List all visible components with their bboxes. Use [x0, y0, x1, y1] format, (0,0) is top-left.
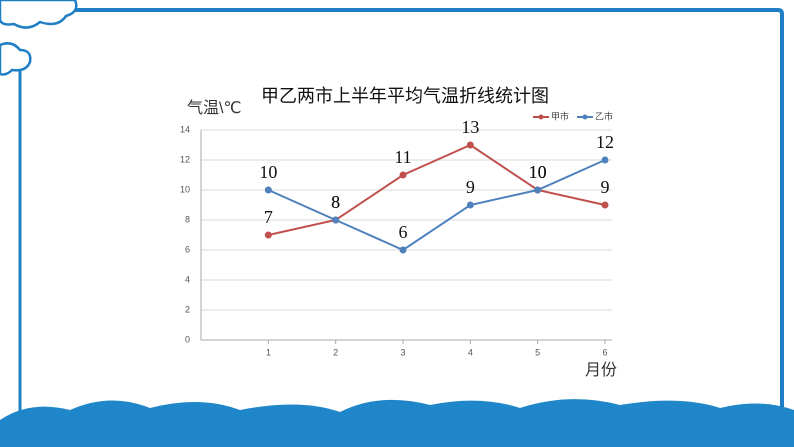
- legend-label: 甲市: [551, 110, 569, 121]
- x-tick-label: 3: [400, 347, 405, 357]
- data-point: [601, 201, 609, 209]
- data-label: 8: [331, 192, 340, 212]
- x-tick-label: 5: [535, 347, 540, 357]
- data-label: 7: [264, 207, 273, 227]
- x-tick-label: 4: [468, 347, 473, 357]
- frame: [40, 8, 784, 430]
- data-label: 9: [601, 177, 610, 197]
- data-point: [264, 186, 272, 194]
- y-tick-label: 8: [185, 214, 190, 224]
- cloud: [0, 0, 78, 76]
- data-point: [601, 156, 609, 164]
- x-axis-label: 月份: [585, 361, 617, 379]
- data-point: [466, 201, 474, 209]
- legend-marker: [582, 114, 588, 120]
- data-point: [466, 141, 474, 149]
- data-point: [399, 171, 407, 179]
- y-tick-label: 12: [180, 154, 190, 164]
- data-point: [332, 216, 340, 224]
- y-tick-label: 10: [180, 184, 190, 194]
- bottom-wave: [0, 399, 794, 447]
- legend-marker: [538, 114, 544, 120]
- data-label: 9: [466, 177, 475, 197]
- chart-title: 甲乙两市上半年平均气温折线统计图: [261, 86, 549, 106]
- series-line: [268, 143, 606, 236]
- data-point: [534, 186, 542, 194]
- data-label: 6: [399, 222, 408, 242]
- y-tick-label: 4: [185, 274, 190, 284]
- x-tick-label: 1: [266, 347, 271, 357]
- x-tick-label: 6: [602, 347, 607, 357]
- data-label: 12: [596, 132, 614, 152]
- y-tick-label: 6: [185, 244, 190, 254]
- x-tick-label: 2: [333, 347, 338, 357]
- series-line: [267, 159, 606, 252]
- data-point: [264, 231, 272, 239]
- data-label: 11: [394, 147, 411, 167]
- y-tick-label: 0: [185, 334, 190, 344]
- y-tick-label: 2: [185, 304, 190, 314]
- data-label: 10: [529, 162, 547, 182]
- data-label: 8: [331, 192, 340, 212]
- data-label: 10: [529, 162, 547, 182]
- y-axis-label: 气温\℃: [187, 99, 241, 117]
- data-point: [399, 246, 407, 254]
- legend-label: 乙市: [595, 110, 613, 121]
- y-tick-label: 14: [180, 124, 190, 134]
- data-label: 13: [461, 117, 479, 137]
- data-label: 10: [259, 162, 277, 182]
